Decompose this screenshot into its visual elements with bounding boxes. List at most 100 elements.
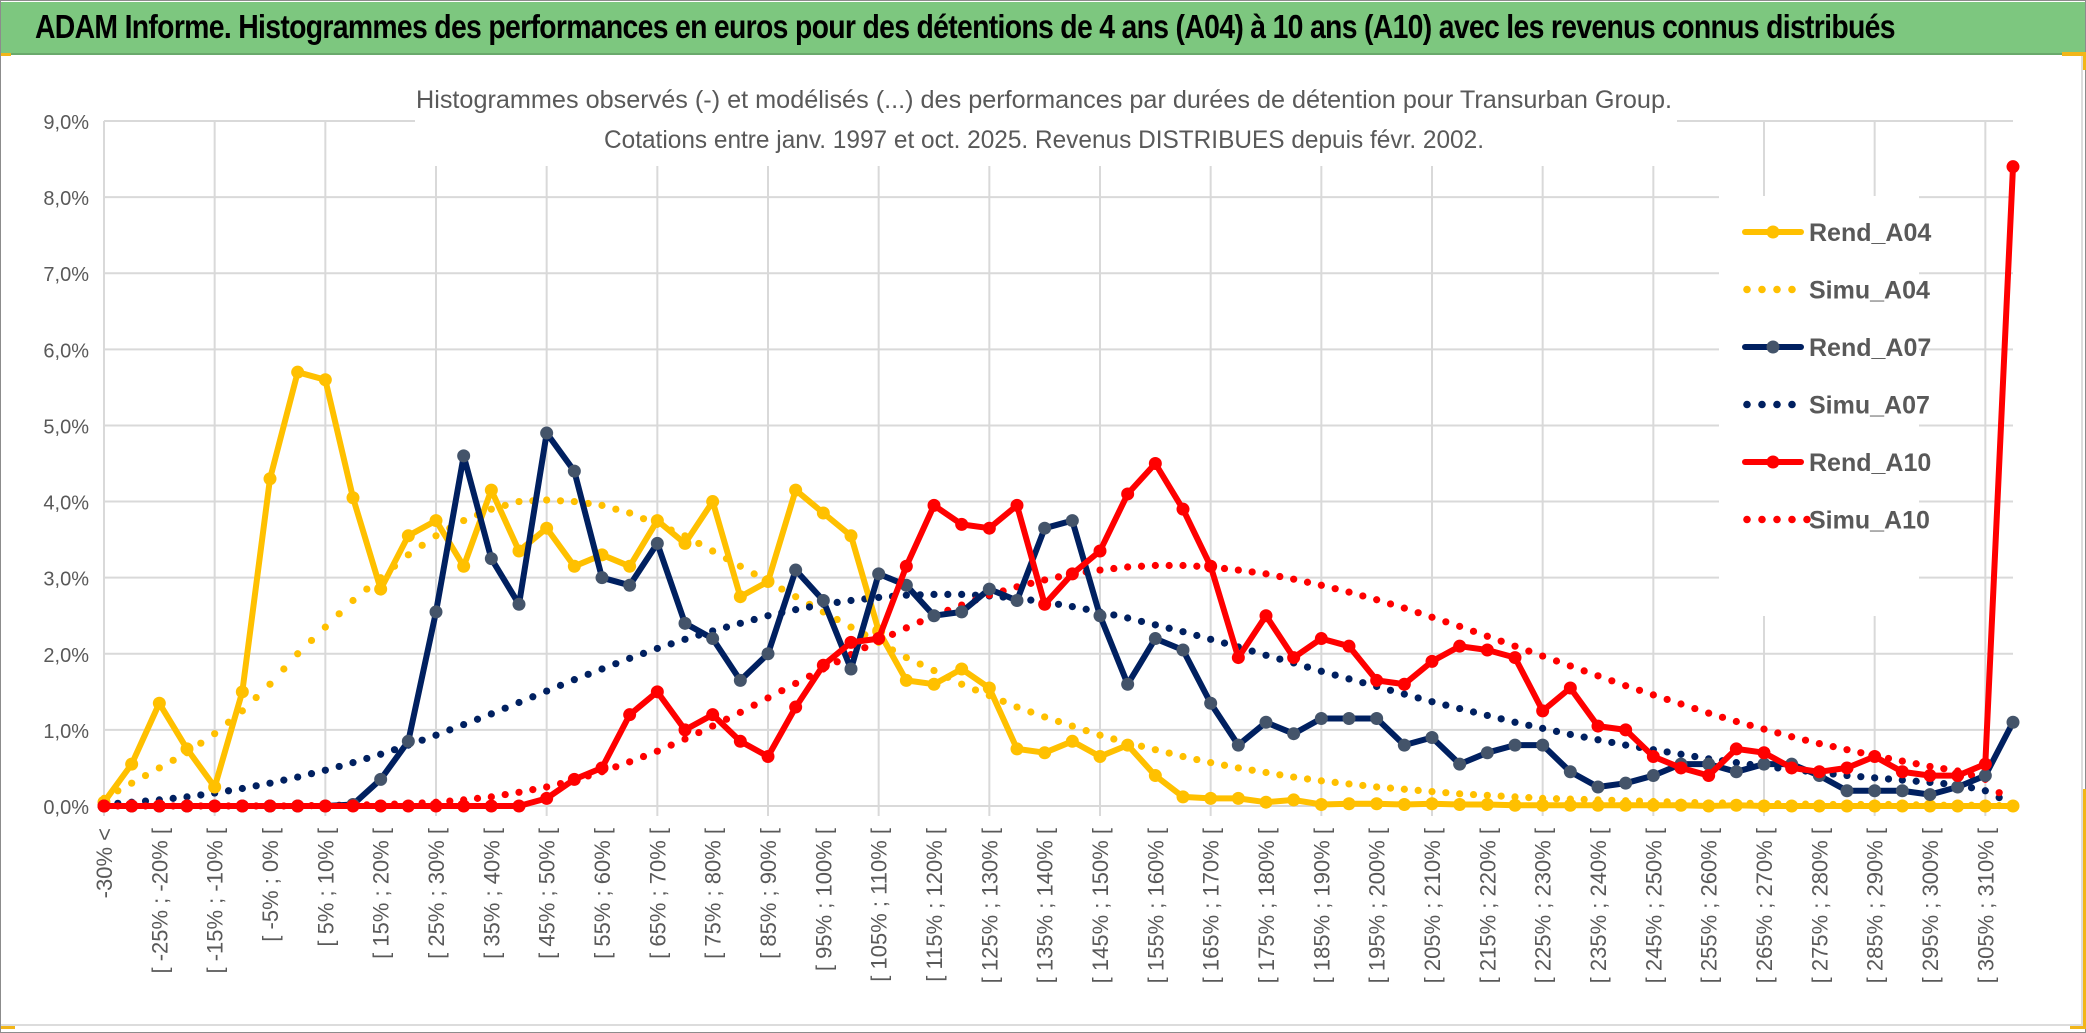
- simu-dot: [1400, 690, 1408, 698]
- simu-dot: [1608, 677, 1616, 685]
- simu-dot: [183, 793, 191, 801]
- simu-dot: [1566, 662, 1574, 670]
- simu-dot: [1041, 576, 1049, 584]
- x-tick-label: [ 35% ; 40% [: [479, 828, 504, 959]
- data-point: [1729, 798, 1743, 812]
- simu-dot: [1760, 725, 1768, 733]
- y-axis: 0,0% 1,0% 2,0% 3,0% 4,0% 5,0% 6,0% 7,0% 8,0% 9,0%: [43, 112, 89, 819]
- data-point: [927, 498, 941, 512]
- data-point: [1619, 776, 1633, 790]
- simu-dot: [197, 739, 205, 747]
- data-point: [1951, 799, 1965, 813]
- corner-accent: [2082, 789, 2086, 1029]
- data-point: [733, 590, 747, 604]
- x-tick-label: [ 205% ; 210% [: [1420, 828, 1445, 983]
- simu-dot: [722, 715, 731, 723]
- data-point: [1840, 784, 1854, 798]
- simu-dot: [1483, 711, 1491, 720]
- data-point: [1674, 798, 1688, 812]
- simu-dot: [1082, 727, 1090, 735]
- simu-dot: [861, 644, 869, 652]
- simu-dot: [1165, 749, 1173, 757]
- simu-dot: [543, 687, 551, 695]
- legend-item: Rend_A10: [1742, 449, 1931, 477]
- data-point: [318, 799, 332, 813]
- y-tick-label: 6,0%: [43, 340, 89, 362]
- simu-dot: [667, 640, 675, 648]
- data-point: [1176, 790, 1190, 804]
- simu-dot: [529, 693, 537, 701]
- simu-dot: [529, 786, 537, 794]
- simu-dot: [515, 698, 523, 707]
- data-point: [733, 734, 747, 748]
- simu-dot: [349, 759, 357, 767]
- legend-label: Rend_A07: [1809, 334, 1931, 362]
- simu-dot: [1691, 752, 1699, 761]
- simu-dot: [916, 660, 924, 668]
- data-point: [1757, 757, 1771, 771]
- simu-dot: [1525, 794, 1533, 802]
- data-point: [1065, 514, 1079, 528]
- data-point: [1646, 769, 1660, 783]
- simu-dot: [1179, 561, 1187, 570]
- simu-dot: [543, 496, 551, 504]
- simu-dot: [321, 766, 329, 774]
- series-rend-a04: [97, 365, 2020, 813]
- simu-dot: [833, 658, 841, 666]
- simu-dot: [266, 680, 274, 688]
- simu-dot: [141, 771, 150, 780]
- simu-dot: [377, 750, 385, 758]
- simu-dot: [446, 797, 454, 805]
- simu-dot: [1096, 731, 1104, 739]
- x-tick-label: [ 165% ; 170% [: [1199, 828, 1224, 983]
- simu-dot: [349, 596, 357, 605]
- simu-dot: [1912, 760, 1920, 768]
- data-point: [2006, 715, 2020, 729]
- simu-dot: [764, 612, 772, 620]
- simu-dot: [1373, 596, 1381, 604]
- legend-dot-icon: [1788, 400, 1796, 409]
- simu-dot: [418, 736, 426, 744]
- x-tick-label: [ -5% ; 0% [: [258, 828, 283, 942]
- series-simu-a07: [100, 590, 2017, 809]
- simu-dot: [944, 590, 952, 599]
- simu-dot: [1054, 717, 1063, 726]
- data-point: [1563, 798, 1577, 812]
- legend-dot-icon: [1773, 285, 1781, 294]
- chart-area[interactable]: 0,0% 1,0% 2,0% 3,0% 4,0% 5,0% 6,0% 7,0% 8,0% 9,0%…: [1, 56, 2083, 1026]
- simu-dot: [446, 726, 454, 734]
- simu-dot: [1912, 777, 1920, 785]
- data-point: [512, 544, 526, 558]
- data-point: [457, 449, 471, 463]
- simu-dot: [1635, 686, 1644, 694]
- data-point: [1646, 798, 1660, 812]
- data-point: [1591, 719, 1605, 733]
- corner-accent: [1, 1023, 15, 1029]
- simu-dot: [1677, 700, 1685, 708]
- x-tick-label: [ 75% ; 80% [: [701, 828, 726, 959]
- data-point: [789, 700, 803, 714]
- legend-item: Rend_A04: [1742, 219, 1931, 247]
- data-point: [1591, 798, 1605, 812]
- data-point: [1370, 711, 1384, 725]
- simu-dot: [626, 758, 634, 766]
- simu-dot: [1539, 724, 1547, 732]
- data-point: [1840, 799, 1854, 813]
- simu-dot: [639, 752, 648, 761]
- simu-dot: [1649, 691, 1657, 699]
- simu-dot: [598, 501, 606, 509]
- data-point: [263, 472, 277, 486]
- simu-dot: [1331, 671, 1339, 679]
- x-tick-label: [ 65% ; 70% [: [645, 828, 670, 959]
- simu-dot: [709, 547, 717, 555]
- simu-dot: [1234, 764, 1242, 772]
- data-point: [125, 799, 139, 813]
- simu-dot: [1967, 784, 1976, 792]
- simu-dot: [363, 585, 371, 593]
- simu-dot: [709, 722, 717, 730]
- data-point: [1453, 797, 1467, 811]
- data-point: [1536, 704, 1550, 718]
- x-tick-label: [ -25% ; -20% [: [147, 828, 172, 974]
- simu-dot: [1179, 752, 1187, 761]
- simu-dot: [473, 715, 482, 723]
